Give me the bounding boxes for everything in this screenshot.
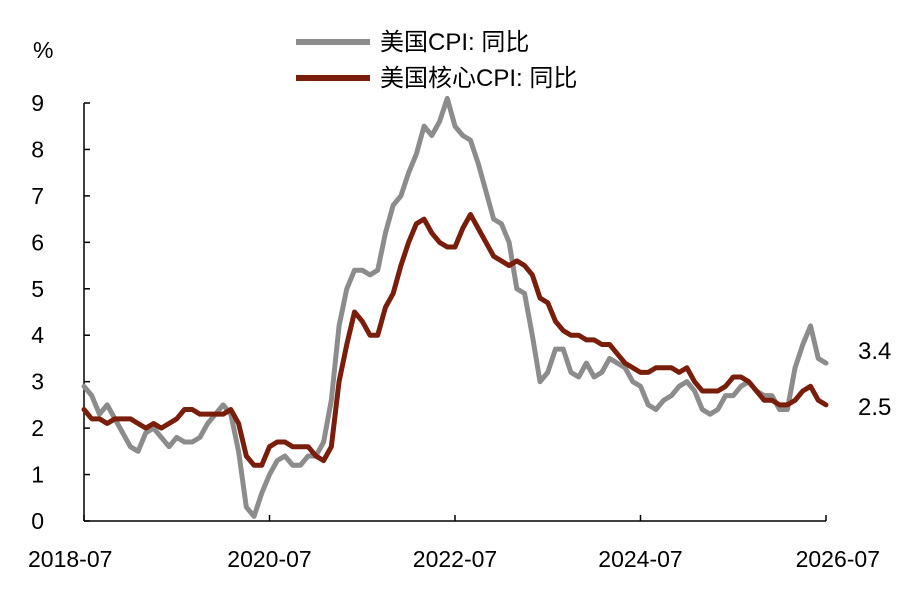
y-tick-label: 9: [31, 90, 44, 116]
y-tick-label: 4: [31, 322, 44, 348]
y-tick-label: 7: [31, 183, 44, 209]
x-axis: 2018-07 2020-07 2022-07 2024-07 2026-07: [28, 515, 880, 572]
y-tick-label: 3: [31, 369, 44, 395]
x-tick-label: 2020-07: [227, 546, 311, 572]
y-tick-label: 0: [31, 508, 44, 534]
series-line-0: [81, 95, 829, 519]
x-tick-label: 2022-07: [413, 546, 497, 572]
y-axis: 0 1 2 3 4 5 6 7 8 9: [31, 90, 90, 534]
y-tick-label: 1: [31, 462, 44, 488]
y-tick-label: 2: [31, 415, 44, 441]
end-value-label-1: 2.5: [858, 394, 891, 421]
y-tick-label: 6: [31, 229, 44, 255]
series-line-1: [81, 211, 829, 468]
end-value-labels: 3.4 2.5: [858, 338, 891, 421]
y-tick-label: 8: [31, 136, 44, 162]
x-tick-label: 2024-07: [598, 546, 682, 572]
x-tick-label: 2026-07: [796, 546, 880, 572]
legend-label-core-cpi: 美国核心CPI: 同比: [380, 65, 577, 92]
end-value-label-0: 3.4: [858, 338, 891, 365]
y-axis-unit-label: %: [33, 37, 53, 63]
series-lines: [81, 95, 829, 519]
chart-legend: 美国CPI: 同比 美国核心CPI: 同比: [296, 29, 577, 92]
legend-label-cpi: 美国CPI: 同比: [380, 29, 529, 56]
y-tick-label: 5: [31, 276, 44, 302]
x-tick-label: 2018-07: [28, 546, 112, 572]
